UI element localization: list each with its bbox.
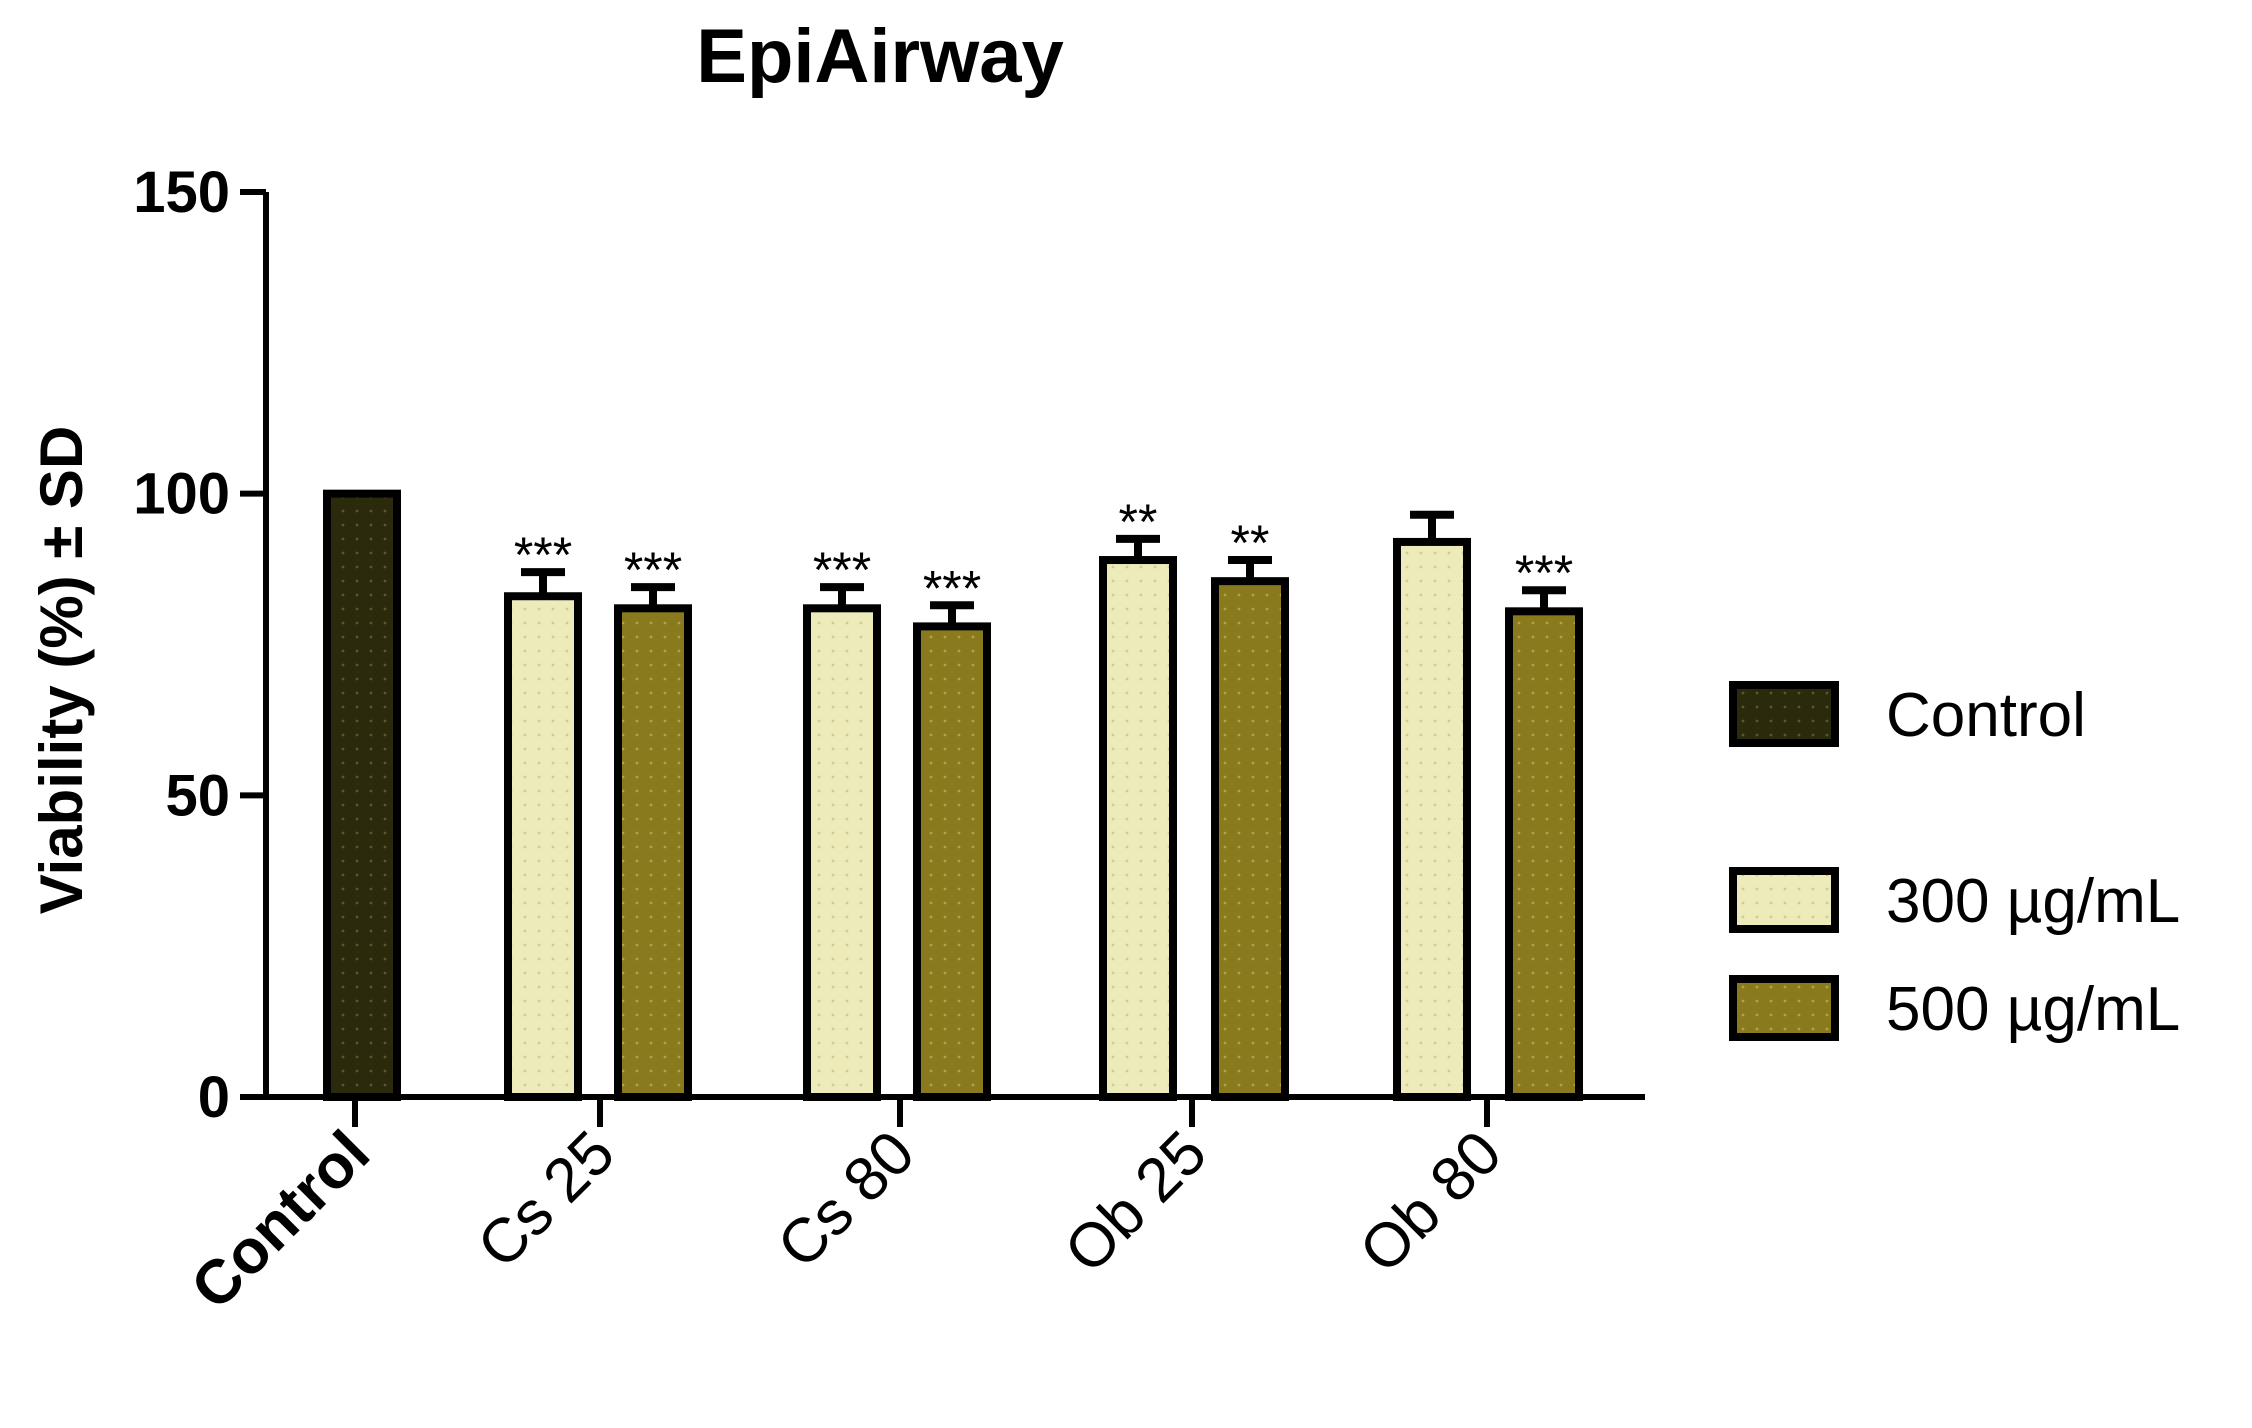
bar-cs-25-1 xyxy=(504,592,582,1101)
bar-ob-80-2 xyxy=(1505,607,1583,1101)
legend: Control 300 µg/mL 500 µg/mL xyxy=(1729,681,2180,1044)
y-tick-label: 100 xyxy=(133,462,230,527)
significance-label: *** xyxy=(514,527,572,583)
bar-cs-80-1 xyxy=(803,604,881,1101)
significance-label: *** xyxy=(813,542,871,598)
x-tick-label: Control xyxy=(178,1118,383,1323)
y-tick-label: 50 xyxy=(165,763,230,828)
legend-label: 500 µg/mL xyxy=(1886,975,2180,1044)
bar-cs-25-2 xyxy=(614,604,692,1101)
significance-label: ** xyxy=(1119,494,1158,550)
y-axis-label: Viability (%) ± SD xyxy=(28,426,95,915)
axes: 0 50 100 150 xyxy=(133,160,1645,1130)
x-tick-label: Cs 25 xyxy=(465,1118,628,1281)
bar-ob-25-1 xyxy=(1099,556,1177,1101)
significance-label: *** xyxy=(1515,545,1573,601)
significance-label: ** xyxy=(1231,515,1270,571)
y-tick-label: 150 xyxy=(133,160,230,225)
bars-group: *** *** *** ***** ***** xyxy=(323,489,1583,1102)
y-tick-label: 0 xyxy=(198,1065,230,1130)
bar-ob-25-2 xyxy=(1211,577,1289,1101)
legend-swatch xyxy=(1729,975,1839,1041)
x-tick-label: Cs 80 xyxy=(765,1118,928,1281)
x-tick-label: Ob 25 xyxy=(1052,1118,1220,1286)
x-tick-labels: Control Cs 25 Cs 80 Ob 25 Ob 80 xyxy=(178,1097,1515,1323)
x-tick-label: Ob 80 xyxy=(1347,1118,1515,1286)
significance-label: *** xyxy=(624,542,682,598)
significance-label: *** xyxy=(923,560,981,616)
legend-label: Control xyxy=(1886,681,2086,750)
legend-label: 300 µg/mL xyxy=(1886,867,2180,936)
chart-title: EpiAirway xyxy=(696,14,1063,99)
bar-control-0 xyxy=(323,489,401,1101)
bar-ob-80-1 xyxy=(1393,537,1471,1101)
legend-swatch xyxy=(1729,867,1839,933)
bar-cs-80-2 xyxy=(913,622,991,1102)
legend-swatch xyxy=(1729,681,1839,747)
